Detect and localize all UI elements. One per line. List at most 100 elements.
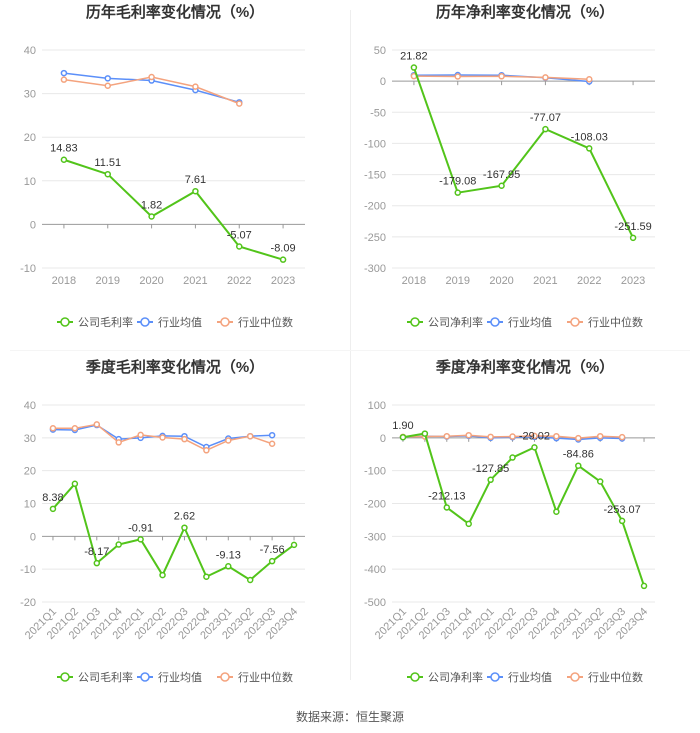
data-label: 7.61 [185,174,206,186]
y-tick-label: 100 [368,400,386,412]
series-line-company [402,432,645,587]
data-point-company [192,187,199,195]
data-point-median [49,425,57,432]
data-point-median [181,435,188,443]
legend-label-avg[interactable]: 行业均值 [508,316,552,329]
y-tick-label: 20 [24,466,36,478]
series-line-company [412,67,634,239]
data-point-company [618,517,626,525]
chart-title: 季度净利率变化情况（%） [436,358,614,376]
data-point-company [586,145,593,152]
data-point-company [399,433,407,441]
data-point-avg [104,75,111,82]
data-point-median [71,425,79,432]
y-tick-label: 10 [24,176,36,188]
data-label: -108.03 [571,131,608,143]
data-point-company [498,182,505,190]
x-tick-label: 2023 [271,275,295,287]
x-tick-label: 2021 [183,275,207,287]
data-point-company [93,559,101,567]
data-point-median [203,447,210,454]
data-label: -29.02 [519,430,550,442]
data-point-company [115,541,122,548]
data-point-median [148,73,155,81]
x-tick-label: 2020 [139,275,163,287]
y-tick-label: 40 [24,400,36,412]
data-point-company [454,189,461,196]
data-point-median [454,73,461,80]
data-label: 1.90 [392,420,413,432]
data-label: -5.07 [227,230,252,242]
data-label: -77.07 [530,112,561,124]
y-tick-label: 40 [24,45,36,57]
x-tick-label: 2022 [227,275,251,287]
legend-label-avg[interactable]: 行业均值 [508,671,552,684]
legend-marker-company [410,317,420,327]
data-point-median [542,74,549,81]
y-tick-label: -20 [20,597,36,609]
data-label: -8.17 [84,546,109,558]
x-tick-label: 2021 [533,275,557,287]
y-tick-label: 0 [30,531,36,543]
legend-label-company[interactable]: 公司毛利率 [78,670,133,684]
y-tick-label: -300 [364,531,386,543]
data-point-median [192,83,199,90]
y-tick-label: -50 [370,107,386,119]
data-label: -9.13 [216,549,241,561]
y-tick-label: -500 [364,597,386,609]
legend-label-company[interactable]: 公司毛利率 [78,315,133,329]
data-point-avg [60,69,68,77]
data-point-company [290,541,298,549]
legend-label-company[interactable]: 公司净利率 [428,670,483,684]
legend-label-company[interactable]: 公司净利率 [428,315,483,329]
data-point-company [542,125,549,133]
data-point-median [553,432,560,440]
data-point-company [531,444,538,451]
data-point-company [246,576,254,584]
x-tick-label: 2023 [621,275,645,287]
data-point-company [203,573,210,580]
chart-svg-annual-net-margin: 历年净利率变化情况（%） -300 -250 -200 -150 -100 -50 0 50 20… [364,3,655,329]
data-point-company [148,213,155,220]
legend-label-avg[interactable]: 行业均值 [158,671,202,684]
data-label: -167.95 [483,169,520,181]
legend-label-median[interactable]: 行业中位数 [588,315,643,329]
series-line-company [63,158,284,261]
chart-annual-gross-margin: 历年毛利率变化情况（%） -10 0 10 20 30 40 2018 2019 2020 2021… [0,0,350,355]
data-point-median [93,421,101,428]
legend-marker-median [570,317,580,327]
legend-marker-avg [490,672,500,682]
legend-label-avg[interactable]: 行业均值 [158,316,202,329]
y-tick-label: 50 [374,45,386,57]
data-point-median [596,432,604,440]
legend-marker-avg [140,672,150,682]
chart-annual-net-margin: 历年净利率变化情况（%） -300 -250 -200 -150 -100 -50 0 50 20… [350,0,700,355]
y-tick-label: -10 [20,564,36,576]
legend-label-median[interactable]: 行业中位数 [238,315,293,329]
data-point-median [487,433,494,441]
data-point-company [410,64,418,71]
data-point-company [465,520,472,528]
data-point-median [575,434,582,442]
chart-title: 季度毛利率变化情况（%） [86,358,264,376]
data-label: 11.51 [94,157,121,169]
data-label: 8.38 [42,492,63,504]
data-point-company [159,571,166,579]
legend-label-median[interactable]: 行业中位数 [588,670,643,684]
chart-svg-quarterly-gross-margin: 季度毛利率变化情况（%）-20-100102030402021Q12021Q22… [20,358,305,684]
data-point-median [509,433,516,440]
legend-marker-company [410,672,420,682]
x-tick-label: 2020 [489,275,513,287]
data-point-company [596,478,604,485]
vertical-divider [350,10,351,680]
data-point-company [49,505,57,513]
data-label: 21.82 [400,51,428,63]
y-tick-label: 0 [380,433,386,445]
data-point-company [509,454,516,461]
y-tick-label: 0 [380,76,386,88]
legend-marker-avg [490,317,500,327]
chart-quarterly-net-margin: 季度净利率变化情况（%） -500 -400 -300 -200 -100 0 100 2021… [350,355,700,710]
chart-title: 历年毛利率变化情况（%） [86,3,264,21]
y-tick-label: -250 [364,232,386,244]
legend-label-median[interactable]: 行业中位数 [238,670,293,684]
